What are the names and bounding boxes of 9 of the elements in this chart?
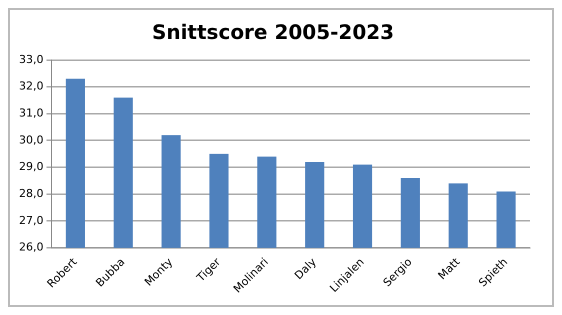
y-tick-label: 28,0 (18, 187, 44, 200)
y-tick-label: 31,0 (18, 106, 44, 120)
y-tick-label: 26,0 (18, 240, 44, 254)
y-tick-label: 33,0 (18, 52, 44, 66)
y-tick-label: 30,0 (18, 133, 44, 146)
y-tick-label: 29,0 (18, 160, 44, 174)
y-tick-label: 32,0 (18, 80, 44, 93)
chart-title: Snittscore 2005-2023 (152, 20, 394, 44)
y-tick-label: 27,0 (18, 214, 44, 227)
